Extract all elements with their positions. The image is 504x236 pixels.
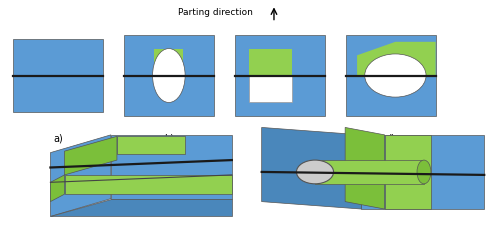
Bar — [154, 49, 183, 76]
Ellipse shape — [365, 54, 426, 97]
Text: b): b) — [164, 134, 174, 143]
Bar — [124, 35, 214, 116]
Polygon shape — [65, 136, 117, 175]
Bar — [346, 35, 435, 116]
Polygon shape — [50, 135, 111, 216]
Text: a): a) — [53, 134, 63, 143]
Polygon shape — [50, 199, 232, 216]
Text: Parting direction: Parting direction — [178, 8, 253, 17]
Text: c): c) — [275, 134, 284, 143]
Polygon shape — [50, 175, 65, 202]
Ellipse shape — [296, 160, 334, 184]
Polygon shape — [117, 136, 185, 154]
Polygon shape — [262, 127, 361, 209]
Polygon shape — [111, 135, 232, 199]
Bar — [249, 76, 292, 102]
Text: d): d) — [386, 134, 396, 143]
Polygon shape — [385, 135, 431, 209]
Bar — [13, 39, 103, 112]
Polygon shape — [315, 160, 424, 184]
Ellipse shape — [153, 49, 185, 102]
Ellipse shape — [417, 160, 431, 184]
Bar — [235, 35, 325, 116]
Bar — [249, 49, 292, 76]
Polygon shape — [357, 42, 435, 76]
Polygon shape — [345, 127, 385, 209]
Polygon shape — [361, 135, 484, 209]
Polygon shape — [65, 175, 232, 194]
